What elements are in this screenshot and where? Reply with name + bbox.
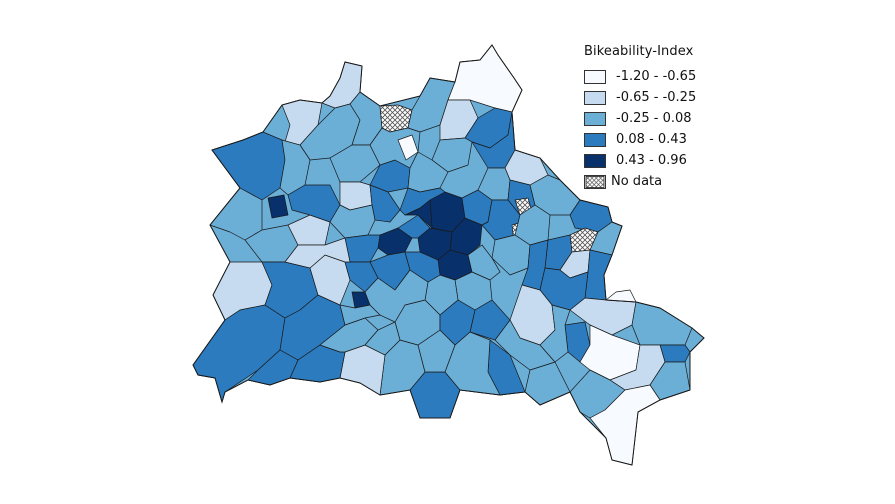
- legend-swatch: [584, 153, 606, 168]
- legend-item: -0.25 - 0.08: [584, 108, 696, 129]
- legend-label: -1.20 - -0.65: [616, 69, 697, 84]
- legend-label: -0.65 - -0.25: [616, 90, 697, 105]
- district: [439, 299, 476, 346]
- legend-label: 0.08 - 0.43: [616, 132, 687, 147]
- legend-label: 0.43 - 0.96: [616, 153, 687, 168]
- district: [339, 344, 386, 396]
- legend-swatch: [584, 111, 606, 126]
- district: [319, 317, 379, 353]
- legend-swatch: [584, 90, 606, 105]
- legend-item-no-data: No data: [584, 171, 696, 192]
- district: [287, 214, 331, 246]
- legend-title: Bikeability-Index: [584, 44, 694, 59]
- district: [399, 187, 446, 216]
- district: [284, 237, 351, 269]
- district: [494, 319, 556, 371]
- district: [539, 304, 571, 363]
- legend-swatch-hatch: [584, 174, 606, 189]
- legend-swatch: [584, 132, 606, 147]
- legend-label: -0.25 - 0.08: [616, 111, 692, 126]
- district: [397, 214, 431, 239]
- district: [267, 194, 289, 219]
- map-legend: Bikeability-Index -1.20 - -0.65 -0.65 - …: [584, 44, 696, 192]
- district: [631, 301, 693, 346]
- district: [584, 249, 613, 301]
- district: [287, 184, 341, 223]
- district: [192, 304, 286, 403]
- district: [211, 131, 286, 201]
- district: [364, 321, 401, 356]
- district: [404, 251, 441, 283]
- legend-swatch: [584, 69, 606, 84]
- legend-label: No data: [611, 174, 663, 189]
- legend-item: -0.65 - -0.25: [584, 87, 696, 108]
- berlin-boundary: [192, 44, 705, 466]
- legend-item: 0.43 - 0.96: [584, 150, 696, 171]
- legend-item: -1.20 - -0.65: [584, 66, 696, 87]
- legend-item: 0.08 - 0.43: [584, 129, 696, 150]
